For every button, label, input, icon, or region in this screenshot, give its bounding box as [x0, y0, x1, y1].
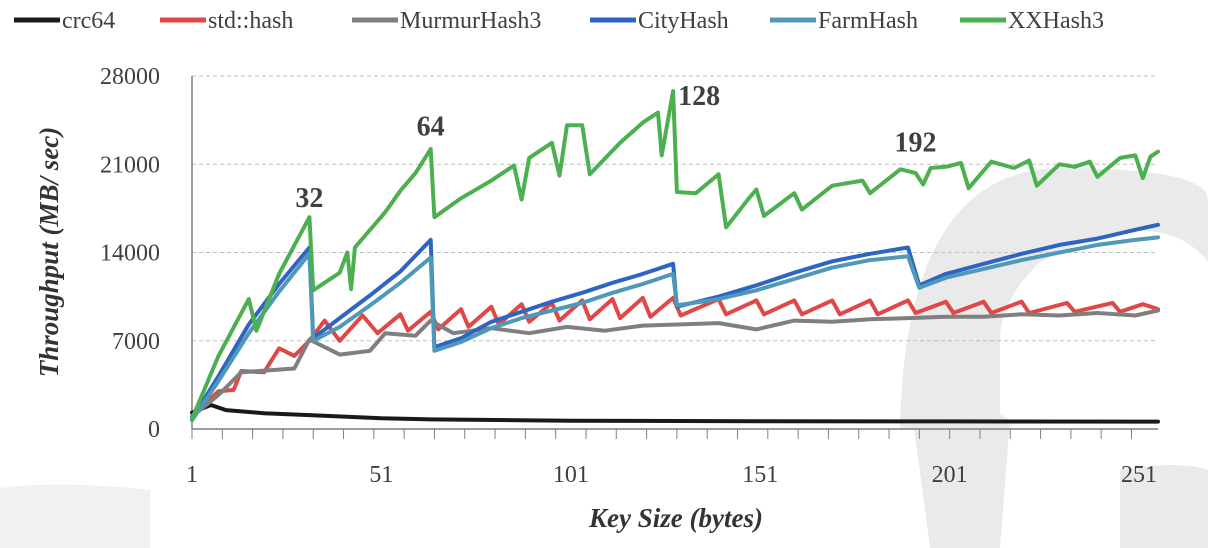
legend-label: MurmurHash3	[400, 8, 541, 34]
y-tick-label: 28000	[100, 64, 160, 90]
series-lines	[190, 89, 1160, 424]
y-tick-label: 14000	[100, 241, 160, 267]
series-line-cityhash	[190, 222, 1160, 421]
series-line-std-hash	[190, 295, 1160, 419]
x-axis-title: Key Size (bytes)	[588, 503, 763, 533]
y-axis: 0 7000 14000 21000 28000	[100, 64, 193, 443]
watermark-logo	[0, 168, 1208, 548]
legend-label: XXHash3	[1008, 8, 1104, 34]
peak-annotation: 192	[895, 128, 937, 159]
y-tick-label: 0	[148, 417, 160, 443]
x-tick-label: 151	[742, 462, 778, 488]
peak-annotation: 128	[678, 81, 720, 112]
legend: crc64 std::hash MurmurHash3 CityHash FarmHas…	[14, 8, 1104, 34]
legend-label: std::hash	[208, 8, 293, 34]
x-tick-label: 101	[553, 462, 589, 488]
series-line-crc64	[190, 403, 1160, 424]
series-line-farmhash	[190, 235, 1160, 423]
annotations: 32 64 128 192	[295, 81, 936, 214]
peak-annotation: 64	[417, 111, 445, 142]
x-tick-label: 201	[932, 462, 968, 488]
x-tick-label: 51	[369, 462, 393, 488]
series-line-murmurhash3	[190, 308, 1160, 419]
legend-label: crc64	[62, 8, 115, 34]
y-tick-label: 21000	[100, 152, 160, 178]
x-tick-label: 251	[1121, 462, 1157, 488]
x-axis: 1 51 101 151 201 251	[186, 428, 1158, 488]
peak-annotation: 32	[295, 183, 323, 214]
y-axis-title: Throughput (MB/ sec)	[34, 127, 64, 378]
y-tick-label: 7000	[112, 329, 160, 355]
series-line-xxhash3	[190, 89, 1160, 421]
legend-label: FarmHash	[818, 8, 918, 34]
legend-label: CityHash	[638, 8, 729, 34]
x-tick-label: 1	[186, 462, 198, 488]
